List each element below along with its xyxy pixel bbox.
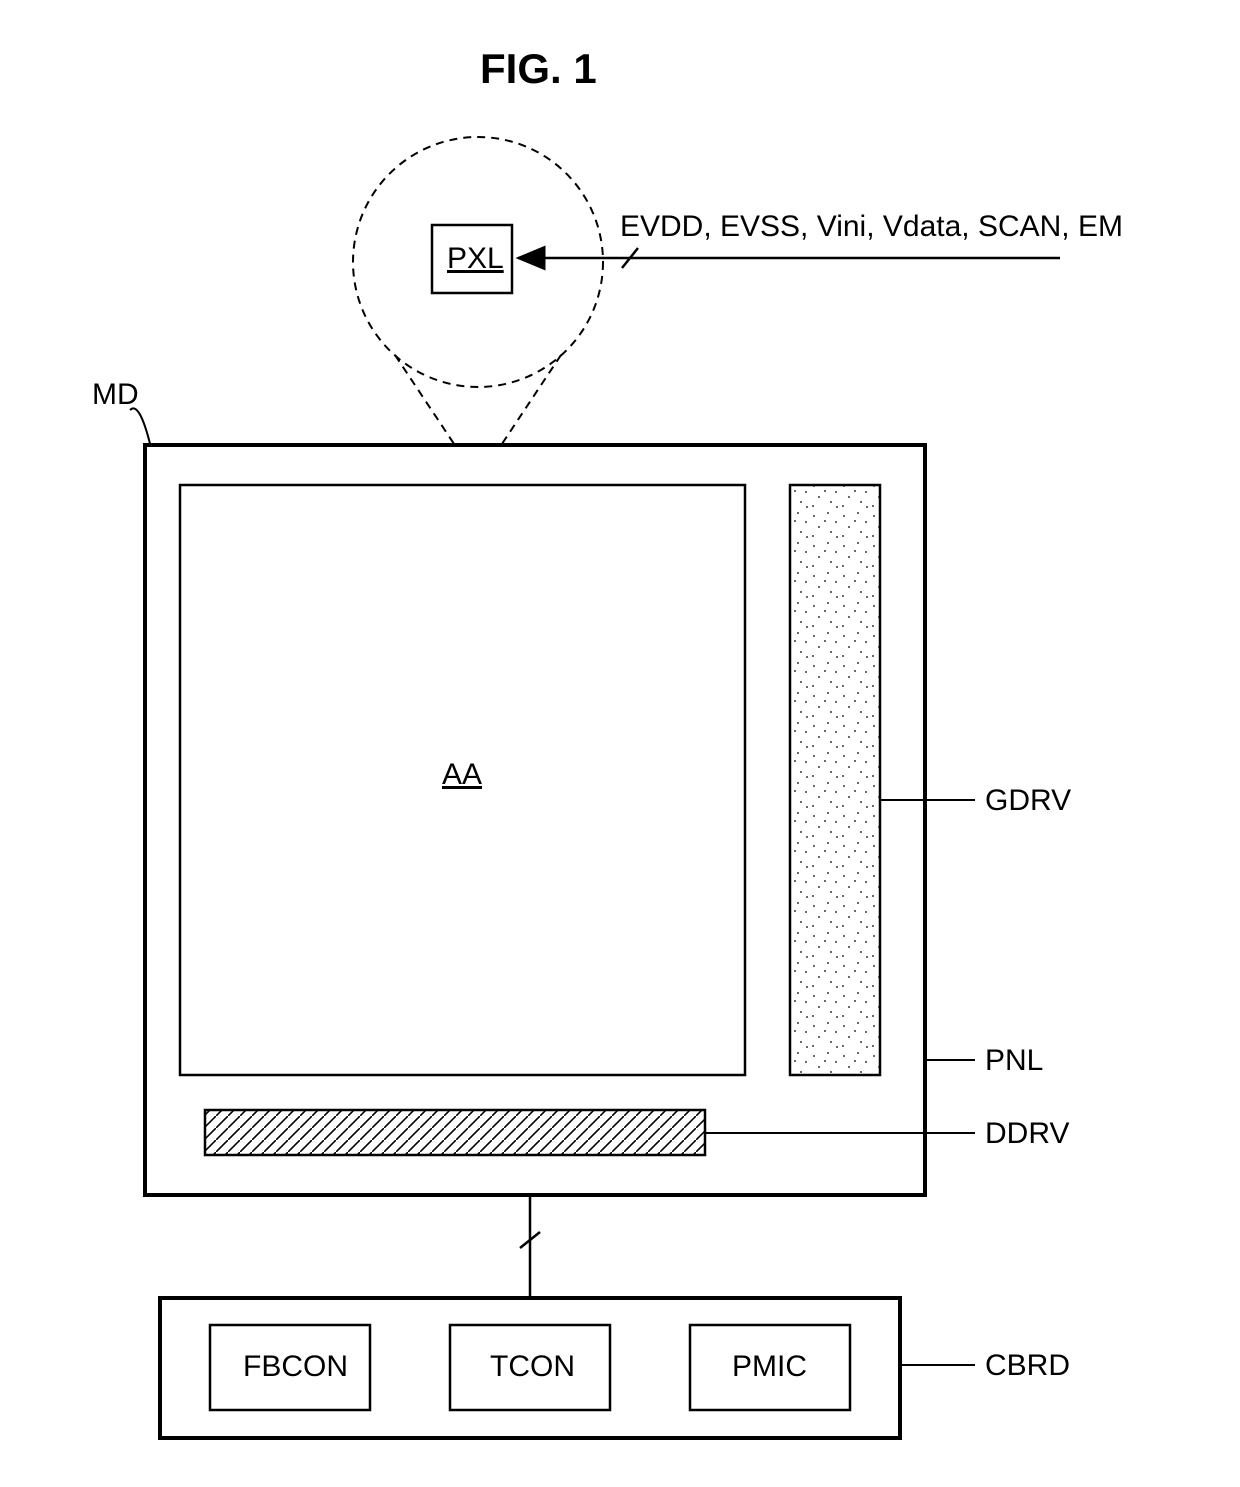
aa-label: AA (442, 758, 482, 792)
signals-label: EVDD, EVSS, Vini, Vdata, SCAN, EM (620, 210, 1123, 244)
pnl-label: PNL (985, 1044, 1043, 1078)
pmic-label: PMIC (732, 1350, 807, 1384)
cbrd-label: CBRD (985, 1349, 1070, 1383)
fbcon-label: FBCON (243, 1350, 348, 1384)
gdrv-label: GDRV (985, 784, 1071, 818)
tcon-label: TCON (490, 1350, 575, 1384)
gdrv-box (790, 485, 880, 1075)
figure-canvas: FIG. 1 (0, 0, 1240, 1487)
md-label: MD (92, 378, 139, 412)
ddrv-label: DDRV (985, 1117, 1069, 1151)
pxl-label: PXL (447, 242, 504, 276)
ddrv-box (205, 1110, 705, 1155)
